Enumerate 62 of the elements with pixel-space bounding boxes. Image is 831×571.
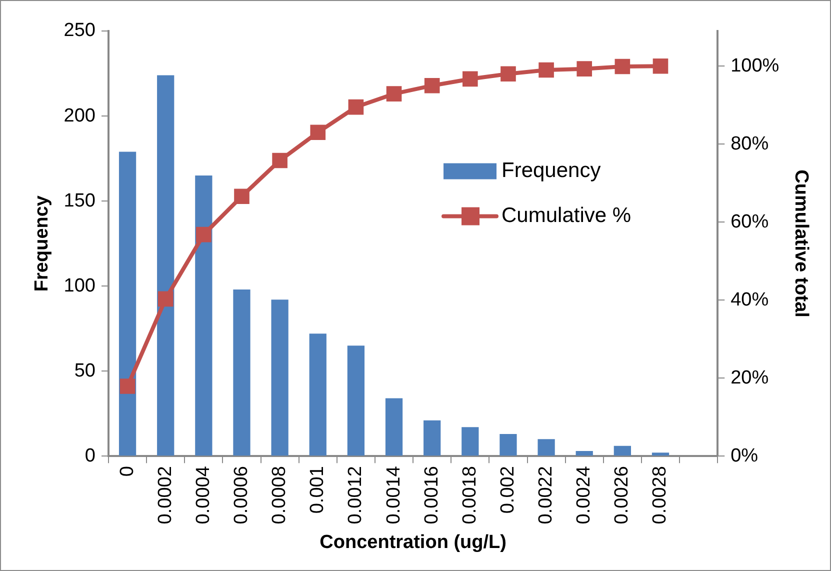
bar: [118, 152, 136, 456]
bar: [500, 434, 517, 456]
bar: [462, 427, 479, 456]
point: [462, 71, 478, 87]
bar: [576, 450, 593, 456]
point: [614, 58, 630, 74]
x-tick-label: 0.0026: [612, 466, 633, 524]
y-tick-label: 200: [64, 105, 96, 126]
point: [272, 152, 288, 168]
y2-tick-label: 20%: [730, 367, 769, 388]
y-tick-label: 250: [64, 20, 96, 42]
y2-tick-label: 40%: [730, 289, 769, 310]
y-axis-title: Frequency: [32, 195, 53, 292]
x-tick-label: 0.0008: [269, 466, 290, 524]
x-tick-label: 0.0002: [154, 466, 176, 524]
point: [310, 124, 326, 140]
y2-tick-label: 100%: [730, 55, 780, 76]
x-tick-label: 0.0016: [421, 466, 442, 524]
legend-label: Cumulative %: [502, 204, 632, 228]
x-tick-label: 0.0006: [230, 466, 252, 524]
bar: [157, 75, 174, 456]
x-tick-label: 0.0004: [192, 466, 214, 524]
point: [652, 58, 668, 74]
bar: [614, 446, 631, 456]
point: [424, 78, 440, 94]
y2-axis-title: Cumulative total: [790, 170, 812, 318]
bar: [538, 439, 555, 456]
legend-label: Frequency: [502, 159, 602, 182]
point: [158, 291, 174, 307]
point: [348, 99, 364, 115]
point: [234, 188, 250, 204]
x-tick-label: 0.0012: [345, 466, 366, 524]
y2-tick-label: 80%: [730, 133, 769, 154]
x-tick-label: 0: [116, 466, 138, 477]
y2-tick-label: 0%: [730, 445, 758, 466]
x-tick-label: 0.001: [307, 466, 328, 514]
bar: [652, 452, 670, 456]
x-tick-label: 0.0022: [536, 466, 557, 524]
bar: [195, 176, 212, 456]
x-tick-label: 0.0014: [383, 466, 404, 524]
point: [120, 378, 136, 394]
bar: [271, 300, 288, 456]
y2-tick-label: 60%: [730, 211, 769, 232]
bar: [385, 398, 403, 456]
y-tick-label: 0: [84, 445, 96, 466]
y-tick-label: 50: [74, 360, 96, 382]
bar: [309, 334, 326, 456]
bar: [347, 346, 365, 456]
bar: [424, 420, 441, 456]
x-tick-label: 0.0018: [459, 466, 480, 524]
point: [386, 86, 402, 102]
x-tick-label: 0.0024: [574, 466, 595, 524]
point: [538, 62, 554, 78]
x-axis-title: Concentration (ug/L): [320, 532, 506, 553]
y-tick-label: 150: [64, 190, 96, 212]
point: [196, 226, 212, 242]
y-tick-label: 100: [64, 275, 96, 296]
point: [500, 66, 516, 82]
bar: [233, 289, 250, 456]
x-tick-label: 0.0028: [650, 466, 671, 524]
point: [576, 61, 592, 76]
x-tick-label: 0.002: [497, 466, 518, 514]
